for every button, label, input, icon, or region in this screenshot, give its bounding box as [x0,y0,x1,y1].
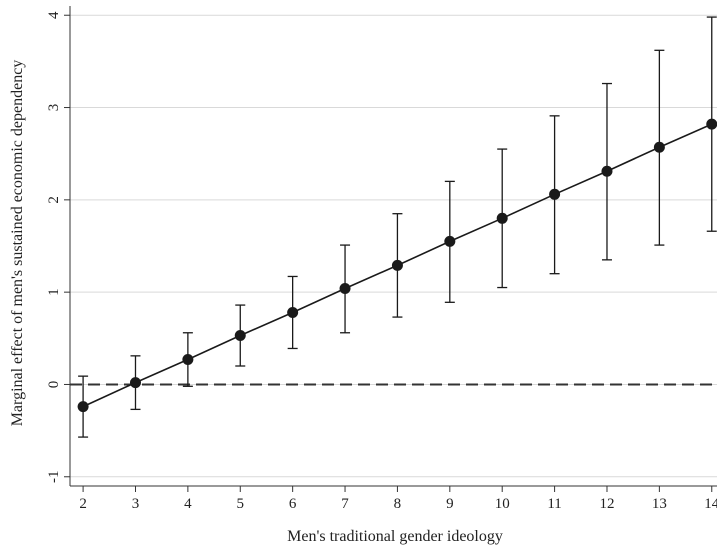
x-tick-label-7: 9 [446,496,454,512]
x-tick-label-3: 5 [237,496,245,512]
x-tick-label-5: 7 [341,496,349,512]
y-axis-title: Marginal effect of men's sustained econo… [9,60,26,427]
data-point-7 [444,235,456,247]
x-tick-label-9: 11 [547,496,561,512]
y-tick-label-1: 0 [46,381,62,389]
data-point-9 [549,188,561,200]
data-point-5 [339,282,351,294]
data-point-3 [234,330,246,342]
error-bars [78,16,717,438]
data-point-8 [496,212,508,224]
gridlines [70,14,717,478]
data-point-4 [287,306,299,318]
data-point-2 [182,354,194,366]
x-tick-label-2: 4 [184,496,192,512]
x-tick-label-11: 13 [652,496,667,512]
data-point-12 [706,118,717,130]
x-tick-label-10: 12 [599,496,614,512]
x-tick-label-1: 3 [132,496,140,512]
y-tick-label-2: 1 [46,288,62,296]
points [77,118,717,413]
x-tick-label-4: 6 [289,496,297,512]
y-tick-label-3: 2 [46,196,62,204]
x-tick-label-8: 10 [495,496,510,512]
data-point-6 [391,259,403,271]
x-tick-label-6: 8 [394,496,402,512]
data-point-10 [601,165,613,177]
x-tick-label-12: 14 [704,496,717,512]
y-tick-label-0: -1 [46,471,62,484]
data-point-11 [653,141,665,153]
y-tick-label-5: 4 [46,11,62,19]
data-point-1 [129,377,141,389]
x-axis-title: Men's traditional gender ideology [287,528,503,545]
y-tick-label-4: 3 [46,104,62,112]
data-point-0 [77,401,89,413]
x-tick-label-0: 2 [79,496,87,512]
